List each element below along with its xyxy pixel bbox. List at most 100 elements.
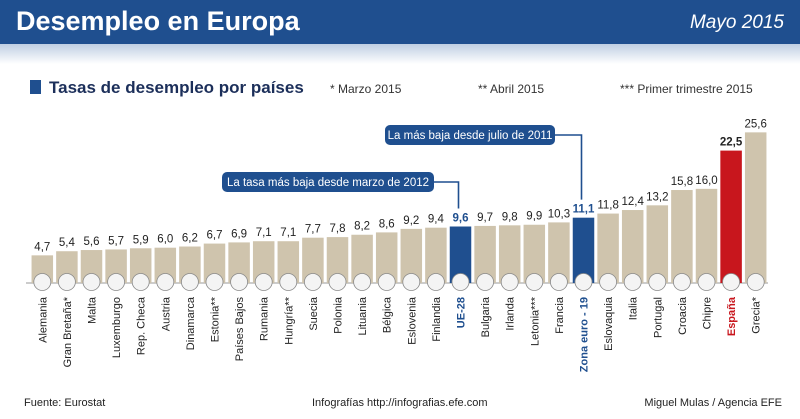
flag-icon [500,273,519,291]
bar-14 [375,232,398,283]
category-label: Gran Bretaña* [62,296,74,367]
value-label: 6,9 [231,228,247,240]
flag-icon [550,273,568,291]
category-label: Alemania [37,296,49,343]
note-q1: *** Primer trimestre 2015 [620,82,753,96]
bar-23 [597,213,619,283]
value-label: 7,8 [330,223,346,235]
bar-27 [695,188,718,283]
category-label: Malta [87,296,99,324]
value-label: 9,2 [403,215,419,227]
callout-box [385,125,555,145]
chart-subtitle-text: Tasas de desempleo por países [49,78,304,97]
value-label: 8,6 [379,218,395,230]
flag-icon [353,273,372,291]
callout-line [434,181,460,209]
footer-source: Fuente: Eurostat [24,397,106,409]
value-label: 5,9 [133,234,149,246]
bar-26 [671,190,693,283]
category-label: Bulgaria [480,296,492,337]
category-label: Hungría** [283,296,295,344]
value-label: 4,7 [34,241,50,253]
value-label: 9,7 [477,212,493,224]
flag-icon [131,273,150,291]
flag-icon [107,273,125,291]
category-label: Finlandia [431,296,443,342]
category-label: Italia [628,296,640,320]
value-label: 5,7 [108,235,124,247]
flag-icon [599,273,617,291]
flag-icon [426,273,445,291]
note-march: * Marzo 2015 [330,82,402,96]
category-label: Rep. Checa [136,296,148,355]
value-label: 9,4 [428,214,445,226]
bar-2 [80,250,103,283]
value-label: 25,6 [745,118,767,130]
value-label: 6,2 [182,233,198,245]
value-label: 6,7 [207,230,223,242]
value-label: 11,1 [573,204,595,216]
callout-box [222,172,434,192]
bar-20 [523,224,546,283]
flag-icon [180,273,199,291]
category-label: Bélgica [382,296,394,333]
category-label: Chipre [702,297,714,329]
value-label: 11,8 [597,200,619,212]
category-label: Grecia* [751,296,763,333]
bar-7 [203,243,226,283]
flag-icon [673,273,691,291]
category-label: Dinamarca [185,296,197,350]
category-label: Lituania [357,296,369,335]
bar-5 [154,247,177,283]
value-label: 12,4 [622,196,645,208]
value-label: 7,1 [280,227,296,239]
bar-6 [179,246,201,283]
value-label: 9,9 [526,211,542,223]
value-label: 9,8 [502,211,518,223]
flag-icon [156,273,175,291]
category-label: UE-28 [456,297,468,328]
chart-subtitle: Tasas de desempleo por países [30,78,304,98]
flag-icon [254,273,273,291]
value-label: 7,7 [305,224,321,236]
flag-icon [279,273,298,291]
bar-12 [326,237,349,283]
bar-19 [498,225,521,283]
bar-29 [744,132,767,283]
flag-icon [525,273,544,291]
category-label: Países Bajos [234,297,246,362]
header-bar: Desempleo en Europa Mayo 2015 [0,0,800,44]
bar-3 [105,249,127,283]
category-label: Zona euro - 19 [579,297,591,372]
bar-18 [474,225,496,283]
callout-text: La más baja desde julio de 2011 [388,130,553,142]
flag-icon [205,273,224,291]
category-label: España [726,296,738,336]
flag-icon [623,273,642,291]
category-label: Eslovaquia [603,296,615,351]
bar-9 [252,241,275,283]
header-date: Mayo 2015 [689,12,784,33]
value-label: 13,2 [646,191,668,203]
value-label: 5,4 [59,237,76,249]
flag-icon [574,273,593,291]
value-label: 16,0 [695,175,717,187]
flag-icon [402,273,421,291]
note-april: ** Abril 2015 [478,82,545,96]
bar-16 [425,227,447,283]
category-label: Portugal [652,297,664,338]
subtitle-marker [30,80,41,94]
category-label: Letonia*** [529,296,541,346]
flag-icon [648,273,667,291]
bar-10 [277,241,300,283]
value-label: 10,3 [548,208,570,220]
bar-4 [129,248,152,283]
category-label: Luxemburgo [111,297,123,358]
value-label: 22,5 [720,137,743,149]
value-label: 9,6 [453,213,469,225]
flag-icon [451,273,470,291]
flag-icon [230,273,249,291]
callout-text: La tasa más baja desde marzo de 2012 [227,177,429,189]
category-label: Austria [160,296,172,331]
